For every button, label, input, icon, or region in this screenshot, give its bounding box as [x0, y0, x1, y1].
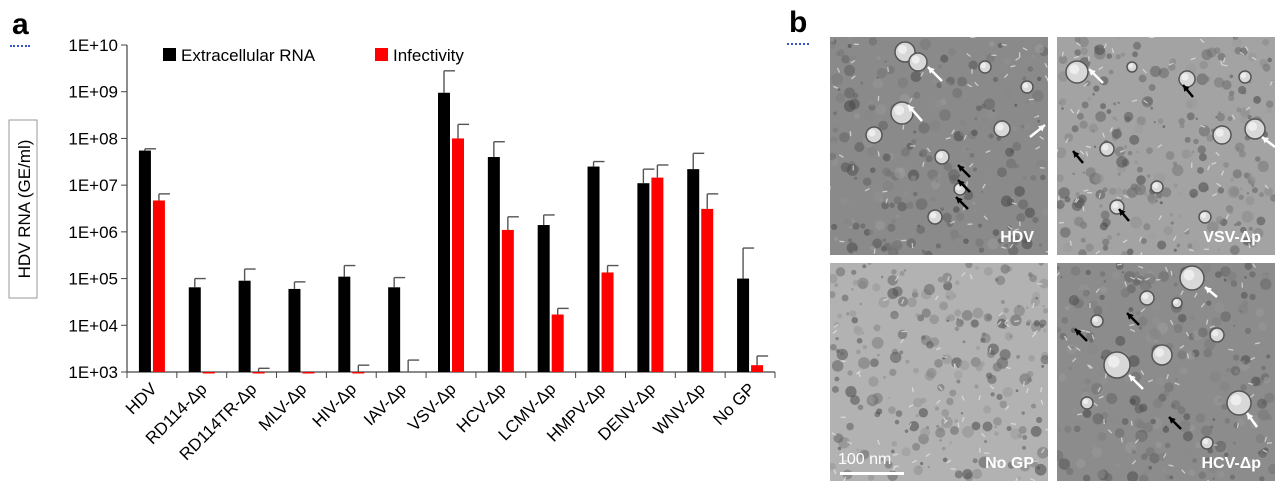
- x-tick-label: IAV-Δp: [360, 379, 410, 429]
- bar-infectivity: [452, 138, 464, 372]
- panel-b-underline: [787, 40, 809, 45]
- scale-bar-label: 100 nm: [838, 451, 892, 468]
- bar-extracellular-rna: [587, 166, 600, 372]
- bar-extracellular-rna: [737, 278, 750, 372]
- x-tick-label: VSV-Δp: [404, 379, 460, 435]
- panel-b-letter: b: [789, 6, 808, 39]
- em-image-label: HCV-Δp: [1201, 455, 1262, 472]
- bar-extracellular-rna: [138, 150, 151, 372]
- legend-label: Extracellular RNA: [181, 46, 316, 65]
- bar-extracellular-rna: [687, 169, 700, 372]
- y-tick-label: 1E+09: [68, 83, 118, 102]
- bar-infectivity: [551, 314, 564, 372]
- y-tick-label: 1E+06: [68, 223, 118, 242]
- bar-extracellular-rna: [338, 276, 351, 372]
- bar-infectivity: [152, 200, 165, 372]
- bar-extracellular-rna: [438, 92, 450, 372]
- em-image-label: HDV: [1000, 229, 1034, 246]
- bar-extracellular-rna: [288, 288, 301, 372]
- em-image-hdv: HDV: [830, 37, 1048, 255]
- bar-extracellular-rna: [637, 183, 650, 372]
- y-tick-label: 1E+07: [68, 176, 118, 195]
- bar-infectivity: [701, 208, 714, 372]
- y-tick-label: 1E+08: [68, 129, 118, 148]
- y-tick-label: 1E+05: [68, 270, 118, 289]
- em-image-hcv: HCV-Δp: [1057, 263, 1275, 481]
- em-image-vsv: VSV-Δp: [1057, 37, 1275, 255]
- x-tick-label: HDV: [122, 379, 161, 418]
- y-tick-label: 1E+04: [68, 316, 118, 335]
- bar-extracellular-rna: [238, 280, 251, 372]
- y-tick-label: 1E+10: [68, 36, 118, 55]
- bar-infectivity: [751, 365, 764, 372]
- bar-extracellular-rna: [388, 287, 401, 372]
- scale-bar: [840, 472, 904, 475]
- em-image-no-gp: No GP 100 nm: [830, 263, 1048, 481]
- bar-infectivity: [601, 272, 614, 372]
- panel-a-underline: [10, 42, 30, 47]
- y-axis-label-box: [8, 119, 38, 299]
- bar-chart: 1E+03 1E+04 1E+05 1E+06 1E+07 1E+08 1E+09 1E+10…: [8, 36, 776, 464]
- bar-infectivity: [202, 372, 215, 374]
- y-tick-label: 1E+03: [68, 363, 118, 382]
- bar-extracellular-rna: [487, 157, 500, 372]
- bar-infectivity: [252, 372, 265, 374]
- bar-infectivity: [302, 372, 315, 374]
- em-image-label: No GP: [985, 455, 1034, 472]
- bar-extracellular-rna: [537, 225, 550, 372]
- bar-infectivity: [501, 229, 514, 372]
- legend-swatch: [163, 48, 176, 61]
- bar-extracellular-rna: [188, 287, 201, 372]
- x-tick-label: WNV-Δp: [650, 379, 710, 439]
- x-tick-label: HIV-Δp: [309, 379, 361, 431]
- x-tick-label: No GP: [709, 379, 759, 429]
- panel-a-letter: a: [12, 8, 29, 41]
- y-axis-label: HDV RNA (GE/ml): [15, 140, 34, 279]
- legend-label: Infectivity: [393, 46, 464, 65]
- em-image-label: VSV-Δp: [1203, 229, 1261, 246]
- legend-swatch: [375, 48, 388, 61]
- x-tick-label: MLV-Δp: [255, 379, 310, 434]
- bar-infectivity: [651, 177, 664, 372]
- bar-infectivity: [352, 372, 365, 374]
